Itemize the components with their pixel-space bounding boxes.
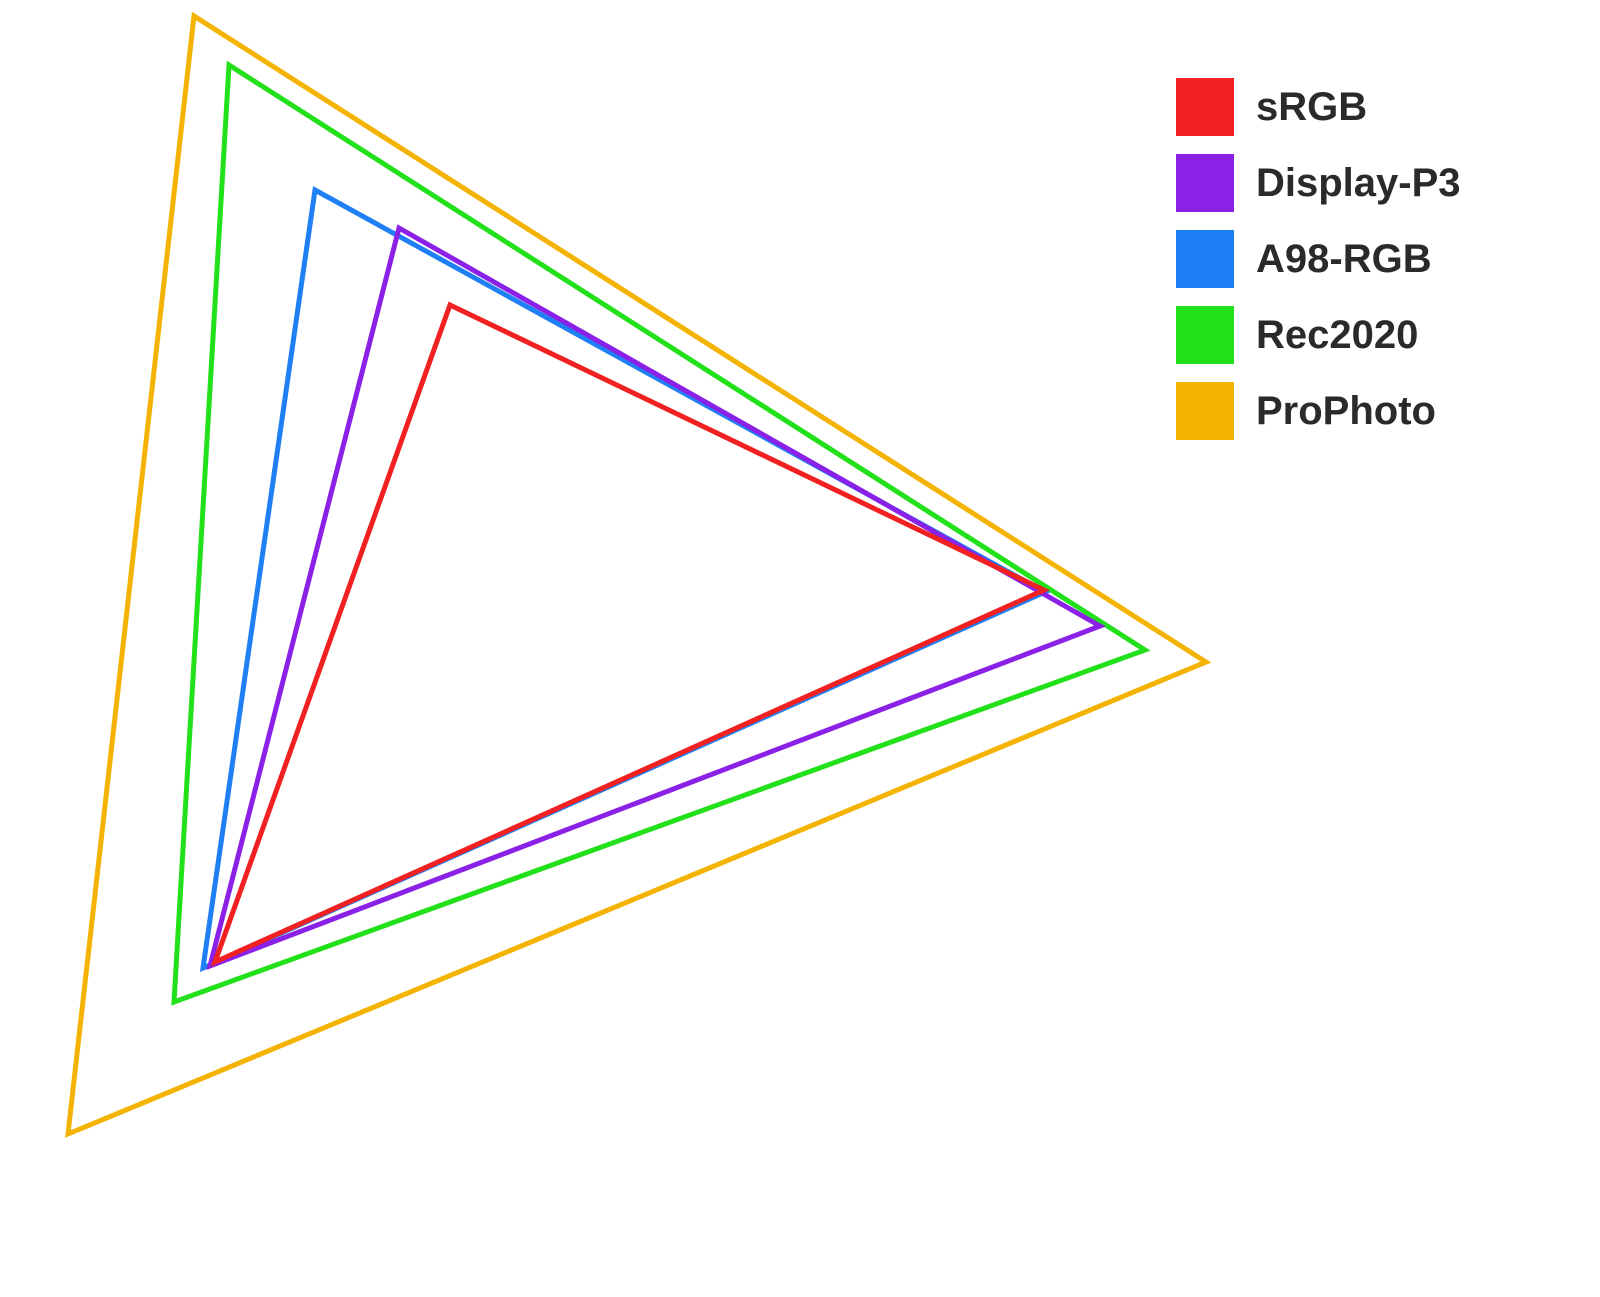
legend-swatch xyxy=(1176,230,1234,288)
gamut-triangle-prophoto xyxy=(68,16,1206,1134)
legend-item: A98-RGB xyxy=(1176,230,1461,288)
color-gamut-diagram: sRGB Display-P3 A98-RGB Rec2020 ProPhoto xyxy=(0,0,1600,1297)
legend-label: A98-RGB xyxy=(1256,237,1432,282)
gamut-triangle-srgb xyxy=(215,305,1044,962)
legend-label: Rec2020 xyxy=(1256,313,1418,358)
legend-label: sRGB xyxy=(1256,85,1367,130)
legend-label: ProPhoto xyxy=(1256,389,1436,434)
legend-swatch xyxy=(1176,154,1234,212)
legend-swatch xyxy=(1176,306,1234,364)
legend-item: sRGB xyxy=(1176,78,1461,136)
legend-label: Display-P3 xyxy=(1256,161,1461,206)
gamut-triangle-a98 xyxy=(203,190,1045,968)
legend-item: Rec2020 xyxy=(1176,306,1461,364)
legend-item: ProPhoto xyxy=(1176,382,1461,440)
legend-swatch xyxy=(1176,78,1234,136)
legend: sRGB Display-P3 A98-RGB Rec2020 ProPhoto xyxy=(1176,78,1461,440)
legend-swatch xyxy=(1176,382,1234,440)
legend-item: Display-P3 xyxy=(1176,154,1461,212)
